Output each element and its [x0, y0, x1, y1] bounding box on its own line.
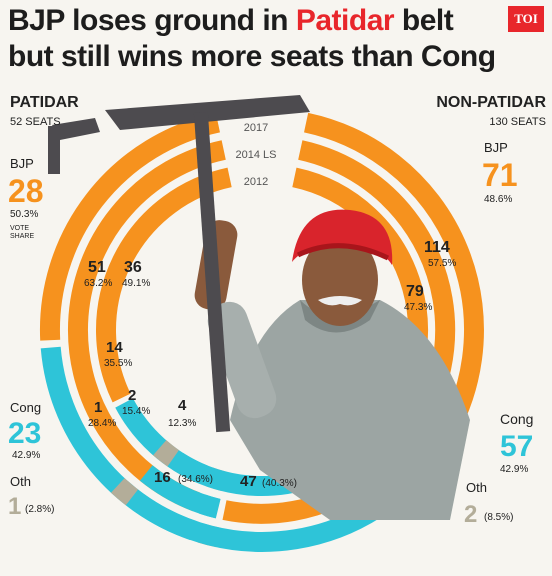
- nonpatidar-2012-cong-b-share: (40.3%): [262, 478, 297, 489]
- title-highlight: Patidar: [295, 4, 395, 37]
- chart-title-line1: BJP loses ground in Patidar belt: [8, 4, 454, 38]
- year-label-2012: 2012: [244, 176, 268, 188]
- patidar-2014-cong-share: 28.4%: [88, 418, 116, 429]
- nonpatidar-2012-cong-a-seats: 16: [154, 469, 171, 486]
- patidar-bjp-seats: 28: [8, 173, 44, 209]
- vote-share-label-2: SHARE: [10, 233, 34, 240]
- non-patidar-2017-oth-arc: [110, 478, 139, 506]
- patidar-header: PATIDAR: [10, 94, 79, 111]
- year-label-2014: 2014 LS: [236, 149, 277, 161]
- patidar-seats: 52 SEATS: [10, 116, 61, 128]
- patidar-cong-label: Cong: [10, 400, 41, 415]
- patidar-2012-bjp-arc: [96, 167, 232, 403]
- non-patidar-2017-bjp-arc: [304, 112, 484, 454]
- non-patidar-2012-oth-arc: [153, 440, 180, 467]
- nonpatidar-bjp-seats: 71: [482, 157, 518, 193]
- nonpatidar-bjp-share: 48.6%: [484, 194, 512, 205]
- patidar-2014ls-bjp-arc: [67, 140, 226, 512]
- patidar-2012-cong-seats: 14: [106, 339, 123, 356]
- patidar-oth-share: (2.8%): [25, 504, 54, 515]
- nonpatidar-cong-label: Cong: [500, 411, 533, 427]
- patidar-oth-label: Oth: [10, 474, 31, 489]
- nonpatidar-seats: 130 SEATS: [489, 116, 546, 128]
- patidar-2014-cong-seats: 1: [94, 399, 102, 416]
- patidar-2012-oth-share: 15.4%: [122, 406, 150, 417]
- nonpatidar-bjp-label: BJP: [484, 140, 508, 155]
- nonpatidar-2012-oth-seats: 4: [178, 397, 187, 414]
- year-label-2017: 2017: [244, 122, 268, 134]
- title-post: belt: [394, 4, 454, 37]
- chart-title-line2: but still wins more seats than Cong: [8, 40, 496, 73]
- patidar-bjp-share: 50.3%: [10, 209, 38, 220]
- patidar-2012-cong-share: 35.5%: [104, 358, 132, 369]
- nonpatidar-2012-bjp-share: 47.3%: [404, 302, 432, 313]
- toi-logo: TOI: [508, 6, 544, 32]
- nonpatidar-2012-oth-share: 12.3%: [168, 418, 196, 429]
- nonpatidar-oth-label: Oth: [466, 480, 487, 495]
- vote-share-label-1: VOTE: [10, 225, 29, 232]
- patidar-2014-bjp-seats: 51: [88, 259, 106, 276]
- title-pre: BJP loses ground in: [8, 4, 296, 37]
- nonpatidar-oth-seats: 2: [464, 501, 477, 528]
- patidar-oth-seats: 1: [8, 493, 21, 520]
- nonpatidar-header: NON-PATIDAR: [436, 94, 546, 111]
- patidar-2012-oth-seats: 2: [128, 387, 136, 404]
- farmer-illustration: [48, 95, 470, 520]
- non-patidar-2014ls-cong-arc: [139, 465, 221, 519]
- nonpatidar-2014-bjp-seats: 114: [424, 239, 450, 256]
- patidar-2012-bjp-share: 49.1%: [122, 278, 150, 289]
- nonpatidar-2012-cong-a-share: (34.6%): [178, 474, 213, 485]
- nonpatidar-cong-share: 42.9%: [500, 464, 528, 475]
- patidar-bjp-label: BJP: [10, 156, 34, 171]
- patidar-2012-bjp-seats: 36: [124, 259, 142, 276]
- nonpatidar-2014-bjp-share: 57.5%: [428, 258, 456, 269]
- nonpatidar-2012-cong-b-seats: 47: [240, 473, 257, 490]
- patidar-cong-seats: 23: [8, 417, 41, 450]
- patidar-2014-bjp-share: 63.2%: [84, 278, 112, 289]
- nonpatidar-2012-bjp-seats: 79: [406, 283, 424, 300]
- nonpatidar-cong-seats: 57: [500, 430, 533, 463]
- nonpatidar-oth-share: (8.5%): [484, 512, 513, 523]
- patidar-2017-bjp-arc: [39, 112, 220, 341]
- patidar-cong-share: 42.9%: [12, 450, 40, 461]
